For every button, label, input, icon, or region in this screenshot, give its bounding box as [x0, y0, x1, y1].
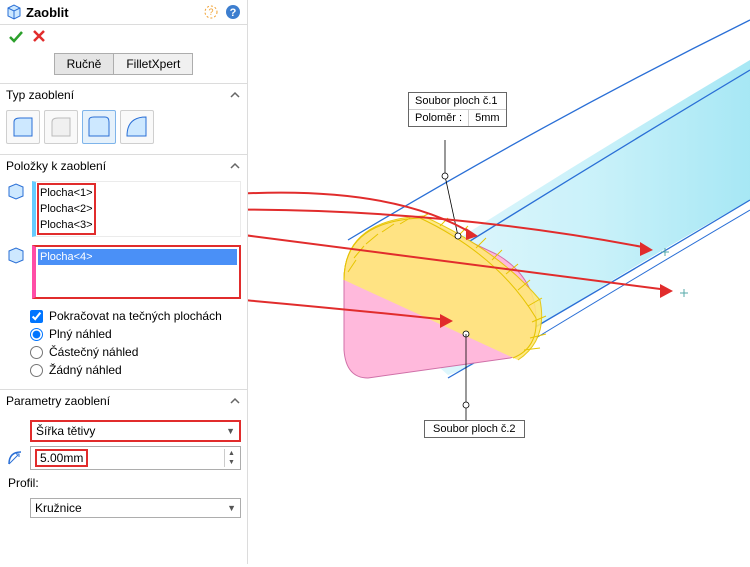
chevron-up-icon[interactable]	[229, 395, 241, 407]
caret-down-icon: ▼	[226, 426, 235, 436]
profile-label: Profil:	[6, 474, 241, 494]
ok-icon[interactable]	[8, 29, 24, 45]
cancel-icon[interactable]	[32, 29, 46, 43]
chevron-up-icon[interactable]	[229, 89, 241, 101]
radius-icon	[6, 449, 24, 467]
svg-text:?: ?	[230, 7, 237, 19]
face-set-1-list[interactable]: Plocha<1> Plocha<2> Plocha<3>	[32, 181, 241, 237]
radius-input[interactable]: 5.00mm ▲▼	[30, 446, 241, 470]
svg-text:?: ?	[208, 7, 213, 17]
feature-icon	[6, 4, 22, 20]
callout-radius-label: Poloměr :	[409, 110, 469, 126]
tab-filletxpert[interactable]: FilletXpert	[113, 53, 193, 75]
tab-manual[interactable]: Ručně	[54, 53, 114, 75]
list-item[interactable]: Plocha<2>	[38, 201, 95, 217]
fillet-type-icons	[6, 110, 241, 144]
callout-faceset-1[interactable]: Soubor ploch č.1 Poloměr : 5mm	[408, 92, 507, 127]
section-items-label: Položky k zaoblení	[6, 159, 106, 173]
face-set-icon	[6, 181, 26, 201]
fillet-type-2[interactable]	[44, 110, 78, 144]
list-item[interactable]: Plocha<4>	[38, 249, 237, 265]
magic-icon[interactable]: ?	[203, 4, 219, 20]
viewport-3d[interactable]: Soubor ploch č.1 Poloměr : 5mm Soubor pl…	[248, 0, 750, 564]
tangent-checkbox[interactable]: Pokračovat na tečných plochách	[6, 307, 241, 325]
fillet-type-3[interactable]	[82, 110, 116, 144]
chevron-up-icon[interactable]	[229, 160, 241, 172]
section-type-label: Typ zaoblení	[6, 88, 74, 102]
preview-none[interactable]: Žádný náhled	[6, 361, 241, 379]
callout-faceset-2[interactable]: Soubor ploch č.2	[424, 420, 525, 438]
fillet-type-1[interactable]	[6, 110, 40, 144]
feature-title: Zaoblit	[26, 5, 203, 20]
method-dropdown[interactable]: Šířka tětivy ▼	[30, 420, 241, 442]
callout-radius-value[interactable]: 5mm	[469, 110, 505, 126]
section-params-label: Parametry zaoblení	[6, 394, 110, 408]
preview-partial[interactable]: Částečný náhled	[6, 343, 241, 361]
spin-down[interactable]: ▼	[224, 458, 238, 467]
list-item[interactable]: Plocha<1>	[38, 185, 95, 201]
list-item[interactable]: Plocha<3>	[38, 217, 95, 233]
preview-full[interactable]: Plný náhled	[6, 325, 241, 343]
profile-dropdown[interactable]: Kružnice ▼	[30, 498, 241, 518]
spin-up[interactable]: ▲	[224, 449, 238, 458]
face-set-2-list[interactable]: Plocha<4>	[32, 245, 241, 299]
face-set-icon	[6, 245, 26, 265]
help-icon[interactable]: ?	[225, 4, 241, 20]
callout-title: Soubor ploch č.1	[409, 93, 506, 109]
fillet-type-4[interactable]	[120, 110, 154, 144]
caret-down-icon: ▼	[227, 503, 236, 513]
